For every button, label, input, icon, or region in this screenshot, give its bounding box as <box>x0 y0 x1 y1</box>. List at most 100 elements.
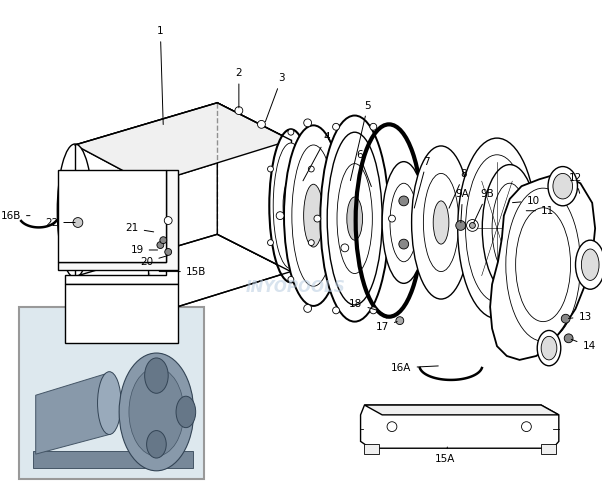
Circle shape <box>387 422 397 432</box>
Ellipse shape <box>303 184 323 247</box>
Text: 19: 19 <box>131 245 158 255</box>
Circle shape <box>470 223 476 229</box>
Ellipse shape <box>492 183 527 273</box>
Circle shape <box>399 196 409 206</box>
Circle shape <box>267 166 273 172</box>
Text: 3: 3 <box>265 73 285 122</box>
Circle shape <box>258 121 265 128</box>
Ellipse shape <box>553 173 573 199</box>
Ellipse shape <box>283 178 299 233</box>
Text: 17: 17 <box>376 322 397 332</box>
Circle shape <box>276 212 284 220</box>
Circle shape <box>308 240 314 246</box>
Text: 8: 8 <box>449 169 467 208</box>
Circle shape <box>164 217 172 225</box>
Polygon shape <box>75 234 291 316</box>
Ellipse shape <box>541 336 557 360</box>
Polygon shape <box>75 145 149 316</box>
Ellipse shape <box>390 183 418 262</box>
Text: 1: 1 <box>157 26 164 124</box>
Ellipse shape <box>582 249 599 280</box>
Polygon shape <box>36 373 110 454</box>
Circle shape <box>341 244 349 252</box>
Text: 2: 2 <box>235 68 242 108</box>
Text: 15A: 15A <box>435 447 455 464</box>
Circle shape <box>370 307 377 314</box>
Ellipse shape <box>269 129 312 282</box>
Ellipse shape <box>423 173 459 271</box>
Circle shape <box>235 107 243 115</box>
Text: 9B: 9B <box>474 189 494 223</box>
Circle shape <box>288 129 294 135</box>
Ellipse shape <box>337 164 373 273</box>
Polygon shape <box>58 169 166 262</box>
Ellipse shape <box>57 144 93 277</box>
Circle shape <box>157 242 164 249</box>
Polygon shape <box>541 444 556 454</box>
Polygon shape <box>490 173 595 360</box>
Circle shape <box>304 304 312 312</box>
Text: 6: 6 <box>356 150 371 187</box>
Polygon shape <box>75 103 291 184</box>
Polygon shape <box>33 451 193 468</box>
Circle shape <box>564 334 573 343</box>
Polygon shape <box>65 284 178 343</box>
Polygon shape <box>75 279 149 338</box>
Circle shape <box>73 218 83 228</box>
Text: INYOPOOLS: INYOPOOLS <box>246 280 346 295</box>
Text: 14: 14 <box>571 339 595 351</box>
Circle shape <box>314 215 321 222</box>
Text: 7: 7 <box>414 156 430 208</box>
Circle shape <box>456 221 465 231</box>
Ellipse shape <box>327 132 382 305</box>
Text: 20: 20 <box>140 255 167 267</box>
Ellipse shape <box>119 353 194 471</box>
Text: 16B: 16B <box>1 211 30 221</box>
Text: 11: 11 <box>526 206 554 216</box>
Text: 15B: 15B <box>159 266 206 276</box>
Polygon shape <box>58 169 178 269</box>
Ellipse shape <box>176 396 196 428</box>
Ellipse shape <box>465 155 529 302</box>
Circle shape <box>561 314 570 323</box>
Text: 4: 4 <box>303 132 330 181</box>
Text: 16A: 16A <box>391 363 438 373</box>
Circle shape <box>308 166 314 172</box>
Ellipse shape <box>347 197 362 240</box>
Polygon shape <box>364 405 559 415</box>
Ellipse shape <box>98 372 121 434</box>
Text: 12: 12 <box>569 173 582 193</box>
Polygon shape <box>217 103 291 271</box>
Ellipse shape <box>576 240 602 289</box>
Circle shape <box>288 276 294 282</box>
Circle shape <box>304 119 312 127</box>
Circle shape <box>165 249 172 255</box>
Circle shape <box>399 239 409 249</box>
Circle shape <box>332 307 340 314</box>
Ellipse shape <box>273 143 309 268</box>
Circle shape <box>370 124 377 130</box>
Circle shape <box>388 215 396 222</box>
Text: 9A: 9A <box>456 189 470 223</box>
Text: 5: 5 <box>350 101 371 181</box>
Circle shape <box>332 124 340 130</box>
Circle shape <box>267 240 273 246</box>
Ellipse shape <box>412 146 471 299</box>
Ellipse shape <box>433 201 449 244</box>
Text: 10: 10 <box>512 196 539 206</box>
Polygon shape <box>75 103 291 184</box>
Ellipse shape <box>382 162 426 283</box>
Text: 13: 13 <box>568 312 592 322</box>
Ellipse shape <box>129 368 184 456</box>
Ellipse shape <box>147 431 166 458</box>
FancyBboxPatch shape <box>19 307 203 479</box>
Ellipse shape <box>482 165 537 292</box>
Polygon shape <box>364 444 379 454</box>
Circle shape <box>467 220 479 232</box>
Text: 22: 22 <box>45 218 75 228</box>
Ellipse shape <box>537 331 561 366</box>
Text: 21: 21 <box>125 224 154 234</box>
Circle shape <box>396 317 404 325</box>
Text: 18: 18 <box>349 299 376 310</box>
Circle shape <box>160 237 167 244</box>
